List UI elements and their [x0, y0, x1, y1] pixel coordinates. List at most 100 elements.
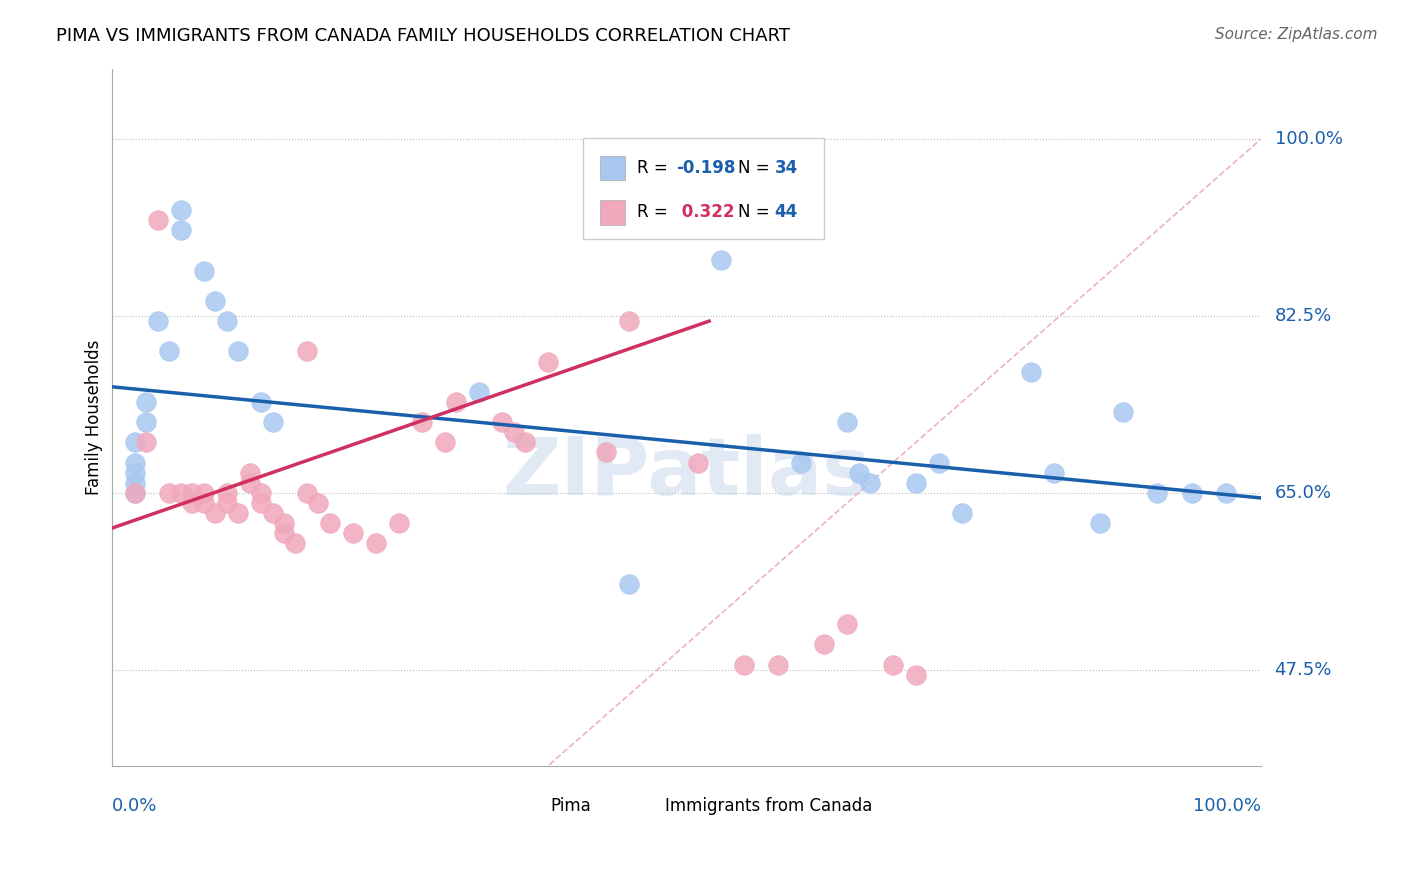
Point	[617, 314, 640, 328]
Point	[193, 263, 215, 277]
Point	[295, 344, 318, 359]
Point	[284, 536, 307, 550]
Point	[250, 395, 273, 409]
Text: ZIPatlas: ZIPatlas	[502, 434, 870, 512]
Point	[181, 496, 204, 510]
Point	[135, 435, 157, 450]
Point	[813, 637, 835, 651]
Point	[169, 223, 191, 237]
Point	[157, 486, 180, 500]
Text: 47.5%: 47.5%	[1274, 661, 1331, 679]
Point	[193, 496, 215, 510]
Point	[502, 425, 524, 440]
Point	[1215, 486, 1237, 500]
Point	[319, 516, 342, 531]
Point	[617, 576, 640, 591]
Text: Source: ZipAtlas.com: Source: ZipAtlas.com	[1215, 27, 1378, 42]
Point	[835, 415, 858, 429]
Text: 100.0%: 100.0%	[1274, 130, 1343, 148]
Point	[859, 475, 882, 490]
Text: 100.0%: 100.0%	[1192, 797, 1261, 815]
Point	[135, 415, 157, 429]
Point	[950, 506, 973, 520]
Point	[193, 486, 215, 500]
Point	[1146, 486, 1168, 500]
Point	[1043, 466, 1066, 480]
Text: -0.198: -0.198	[676, 159, 735, 178]
Text: 82.5%: 82.5%	[1274, 307, 1331, 325]
Point	[491, 415, 513, 429]
Point	[1088, 516, 1111, 531]
Text: 65.0%: 65.0%	[1274, 483, 1331, 502]
Point	[388, 516, 411, 531]
Point	[766, 657, 789, 672]
Point	[468, 384, 491, 399]
Point	[238, 475, 260, 490]
Point	[835, 617, 858, 632]
Point	[364, 536, 387, 550]
Point	[215, 486, 238, 500]
Point	[124, 486, 146, 500]
Point	[710, 253, 733, 268]
Text: R =: R =	[637, 159, 672, 178]
Point	[904, 475, 927, 490]
Point	[124, 466, 146, 480]
Point	[238, 466, 260, 480]
Text: 0.0%: 0.0%	[111, 797, 157, 815]
Point	[433, 435, 456, 450]
Point	[146, 213, 169, 227]
Text: 34: 34	[775, 159, 797, 178]
Point	[204, 293, 226, 308]
Point	[250, 496, 273, 510]
Point	[273, 526, 295, 541]
Text: N =: N =	[738, 203, 775, 221]
Point	[250, 486, 273, 500]
Text: N =: N =	[738, 159, 775, 178]
Point	[124, 456, 146, 470]
Point	[515, 435, 537, 450]
FancyBboxPatch shape	[634, 796, 659, 816]
Point	[686, 456, 709, 470]
FancyBboxPatch shape	[520, 796, 546, 816]
Point	[790, 456, 813, 470]
FancyBboxPatch shape	[600, 200, 626, 225]
Point	[537, 354, 560, 368]
Point	[169, 202, 191, 217]
Point	[1112, 405, 1135, 419]
Point	[135, 395, 157, 409]
Point	[215, 496, 238, 510]
Point	[1019, 365, 1042, 379]
Point	[157, 344, 180, 359]
FancyBboxPatch shape	[600, 156, 626, 180]
Point	[262, 506, 284, 520]
Text: PIMA VS IMMIGRANTS FROM CANADA FAMILY HOUSEHOLDS CORRELATION CHART: PIMA VS IMMIGRANTS FROM CANADA FAMILY HO…	[56, 27, 790, 45]
Point	[446, 395, 468, 409]
Point	[273, 516, 295, 531]
Text: 0.322: 0.322	[676, 203, 734, 221]
Point	[848, 466, 870, 480]
Point	[733, 657, 755, 672]
Point	[181, 486, 204, 500]
Point	[308, 496, 330, 510]
Y-axis label: Family Households: Family Households	[86, 339, 103, 495]
Point	[226, 506, 249, 520]
Point	[595, 445, 617, 459]
Point	[124, 486, 146, 500]
Point	[169, 486, 191, 500]
Point	[124, 475, 146, 490]
Text: R =: R =	[637, 203, 672, 221]
Text: 44: 44	[775, 203, 797, 221]
Point	[146, 314, 169, 328]
Point	[904, 667, 927, 681]
Point	[295, 486, 318, 500]
Text: Immigrants from Canada: Immigrants from Canada	[665, 797, 873, 815]
Point	[1181, 486, 1204, 500]
Text: Pima: Pima	[551, 797, 592, 815]
Point	[928, 456, 950, 470]
Point	[226, 344, 249, 359]
Point	[882, 657, 904, 672]
Point	[411, 415, 433, 429]
Point	[215, 314, 238, 328]
Point	[262, 415, 284, 429]
Point	[124, 435, 146, 450]
